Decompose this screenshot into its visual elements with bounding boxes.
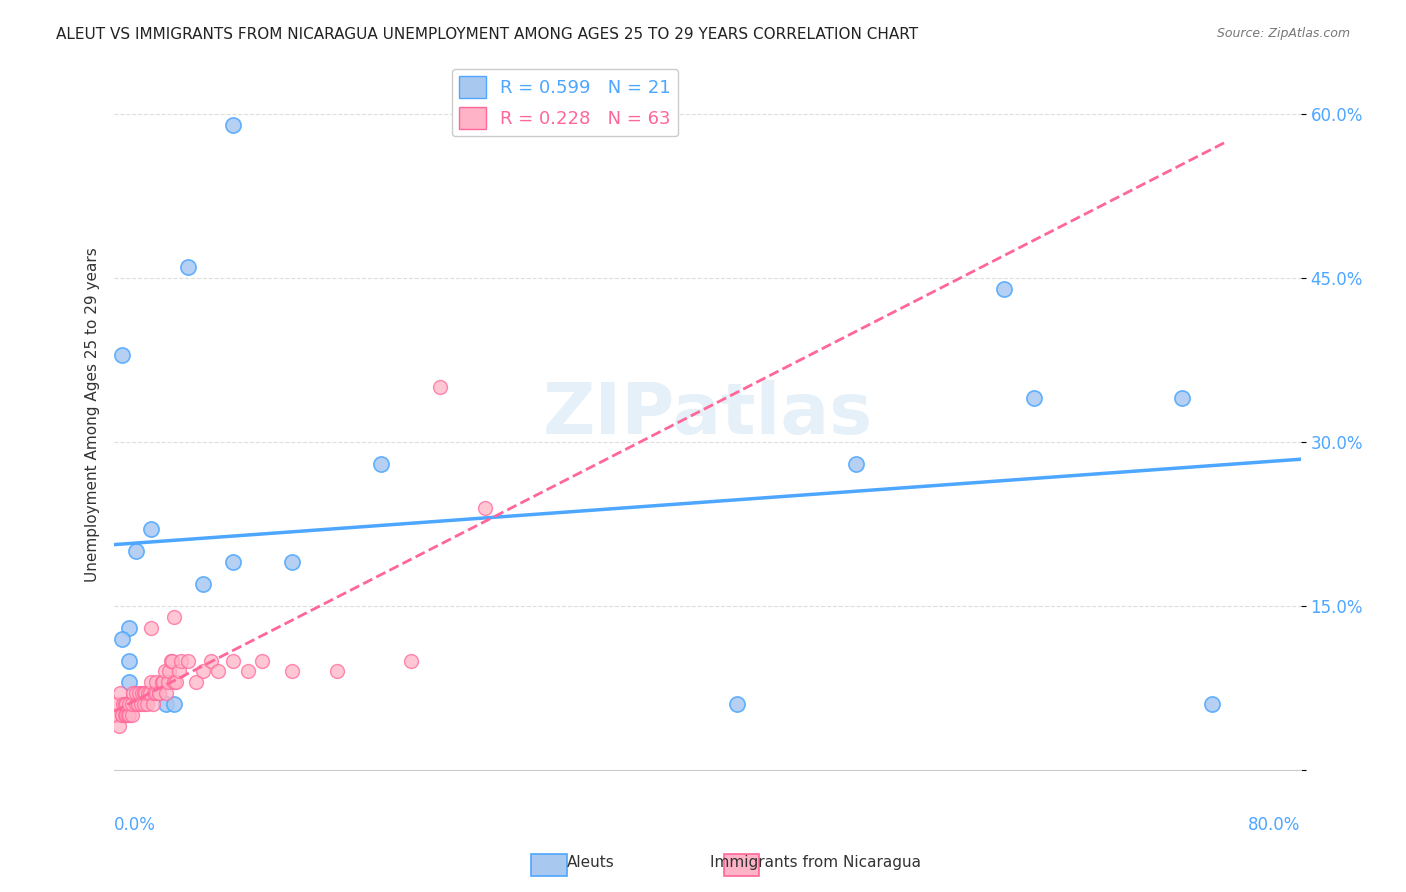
Point <box>121 697 143 711</box>
Point <box>132 697 155 711</box>
Point <box>110 708 132 723</box>
Point <box>177 260 200 275</box>
Point <box>141 621 163 635</box>
Point <box>370 457 392 471</box>
Point <box>132 686 155 700</box>
Point <box>177 653 200 667</box>
Point <box>136 686 159 700</box>
Point <box>207 665 229 679</box>
Point <box>152 675 174 690</box>
Point <box>281 555 304 569</box>
Text: ALEUT VS IMMIGRANTS FROM NICARAGUA UNEMPLOYMENT AMONG AGES 25 TO 29 YEARS CORREL: ALEUT VS IMMIGRANTS FROM NICARAGUA UNEMP… <box>56 27 918 42</box>
Point <box>162 697 184 711</box>
Point <box>129 697 152 711</box>
Point <box>222 653 245 667</box>
Point <box>142 697 165 711</box>
Point <box>184 675 207 690</box>
Point <box>157 665 180 679</box>
Point <box>125 686 148 700</box>
Point <box>222 555 245 569</box>
Point <box>145 686 167 700</box>
Point <box>474 500 496 515</box>
Point <box>115 697 138 711</box>
Point <box>135 697 157 711</box>
Point <box>115 708 138 723</box>
Point <box>148 686 170 700</box>
Point <box>125 697 148 711</box>
Point <box>166 675 188 690</box>
Point <box>150 675 173 690</box>
Point <box>114 708 136 723</box>
Point <box>1201 697 1223 711</box>
Point <box>193 577 215 591</box>
Point <box>122 686 145 700</box>
Point <box>110 348 132 362</box>
Point <box>118 621 141 635</box>
Point <box>143 686 166 700</box>
Point <box>993 282 1015 296</box>
Point <box>162 675 184 690</box>
Text: 0.0%: 0.0% <box>114 816 156 834</box>
Point <box>252 653 274 667</box>
Point <box>145 675 167 690</box>
Text: ZIPatlas: ZIPatlas <box>543 380 873 450</box>
Point <box>127 697 149 711</box>
Y-axis label: Unemployment Among Ages 25 to 29 years: Unemployment Among Ages 25 to 29 years <box>86 247 100 582</box>
Legend: R = 0.599   N = 21, R = 0.228   N = 63: R = 0.599 N = 21, R = 0.228 N = 63 <box>451 69 678 136</box>
Point <box>200 653 222 667</box>
Point <box>193 665 215 679</box>
Point <box>131 686 153 700</box>
Point <box>153 665 176 679</box>
Point <box>281 665 304 679</box>
Text: 80.0%: 80.0% <box>1249 816 1301 834</box>
Point <box>725 697 748 711</box>
Point <box>134 686 156 700</box>
Point <box>141 522 163 536</box>
Point <box>169 665 191 679</box>
Point <box>1022 392 1045 406</box>
Text: Immigrants from Nicaragua: Immigrants from Nicaragua <box>710 855 921 870</box>
Point <box>325 665 347 679</box>
Point <box>110 632 132 646</box>
Point <box>162 609 184 624</box>
Point <box>118 697 141 711</box>
Point <box>112 697 135 711</box>
Point <box>108 686 131 700</box>
Point <box>159 653 181 667</box>
Point <box>160 653 183 667</box>
Point <box>118 675 141 690</box>
Point <box>114 697 136 711</box>
Point <box>103 708 125 723</box>
Point <box>118 708 141 723</box>
Point <box>125 544 148 558</box>
Point <box>399 653 422 667</box>
Point <box>155 686 177 700</box>
Point <box>117 708 139 723</box>
Text: Aleuts: Aleuts <box>567 855 614 870</box>
Point <box>110 708 132 723</box>
Point <box>222 118 245 132</box>
Text: Source: ZipAtlas.com: Source: ZipAtlas.com <box>1216 27 1350 40</box>
Point <box>141 675 163 690</box>
Point <box>1171 392 1194 406</box>
Point <box>148 686 170 700</box>
Point <box>429 380 451 394</box>
Point <box>236 665 259 679</box>
Point <box>121 708 143 723</box>
Point <box>105 697 128 711</box>
Point <box>156 675 179 690</box>
Point <box>128 686 150 700</box>
Point <box>155 697 177 711</box>
Point <box>107 719 129 733</box>
Point <box>139 686 162 700</box>
Point <box>118 653 141 667</box>
Point <box>845 457 868 471</box>
Point <box>170 653 193 667</box>
